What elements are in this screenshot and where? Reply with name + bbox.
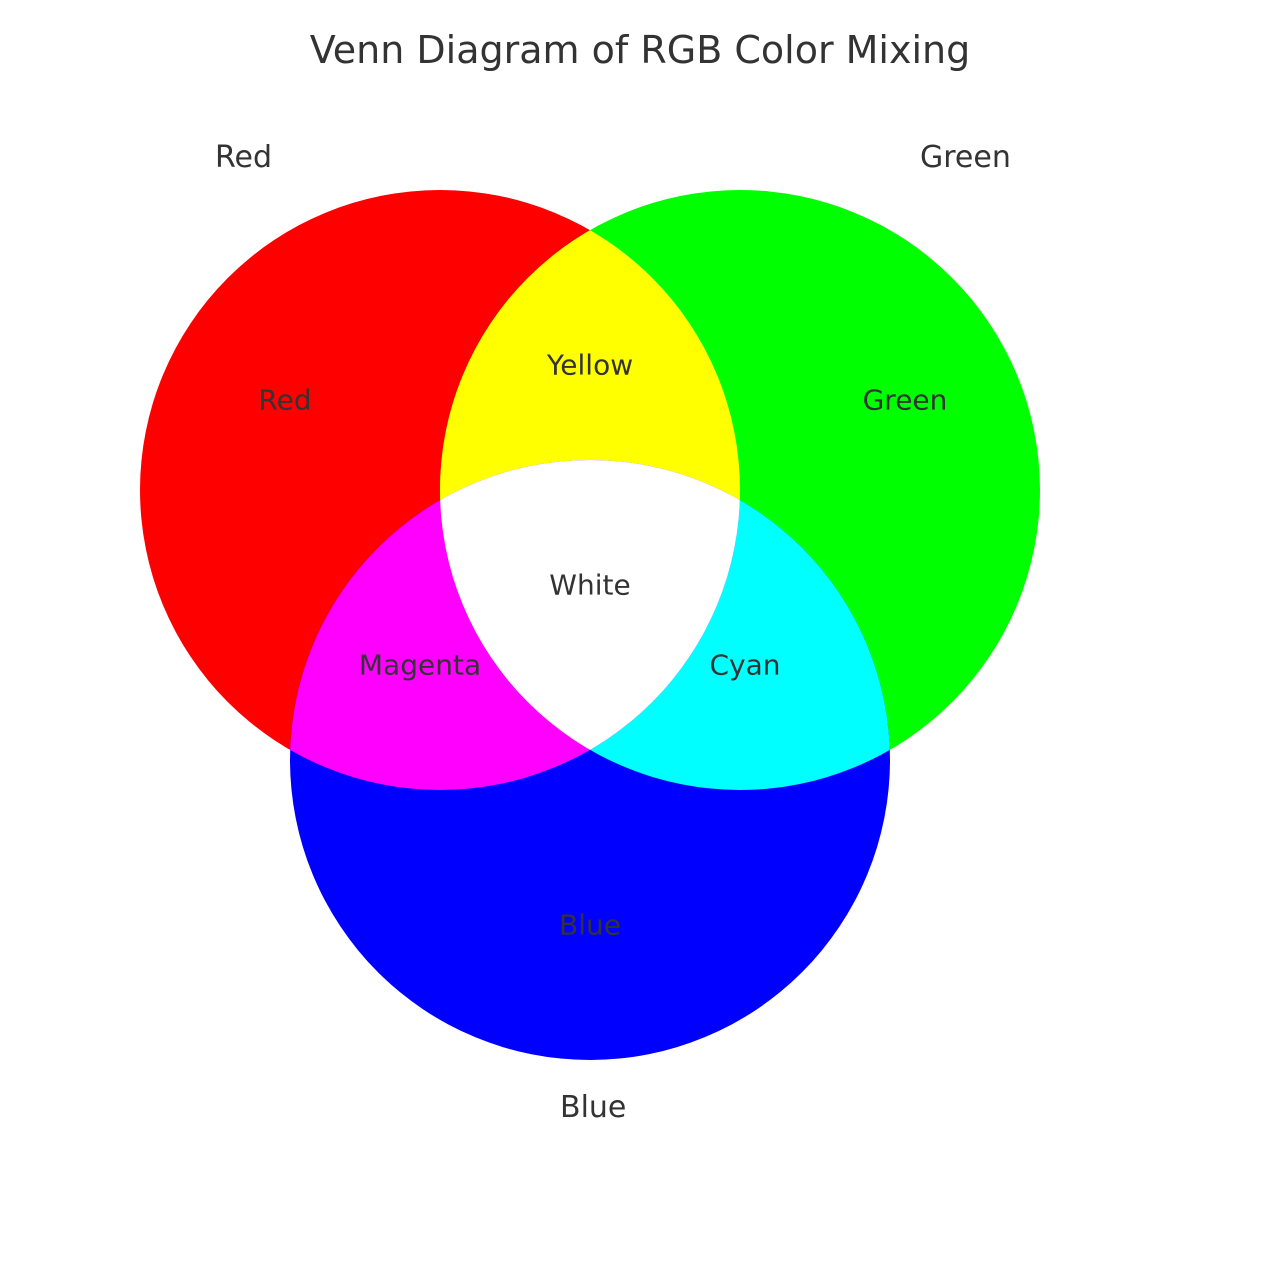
- region-label-green: Green: [863, 384, 948, 417]
- venn-diagram: [0, 0, 1280, 1276]
- region-label-white: White: [549, 569, 630, 602]
- diagram-title: Venn Diagram of RGB Color Mixing: [0, 28, 1280, 72]
- region-label-magenta: Magenta: [359, 649, 481, 682]
- region-label-blue: Blue: [559, 909, 621, 942]
- outer-label-blue: Blue: [560, 1090, 626, 1125]
- outer-label-green: Green: [920, 140, 1011, 175]
- region-label-red: Red: [258, 384, 311, 417]
- venn-svg: [0, 0, 1280, 1276]
- region-label-yellow: Yellow: [547, 349, 633, 382]
- region-label-cyan: Cyan: [709, 649, 780, 682]
- outer-label-red: Red: [215, 140, 272, 175]
